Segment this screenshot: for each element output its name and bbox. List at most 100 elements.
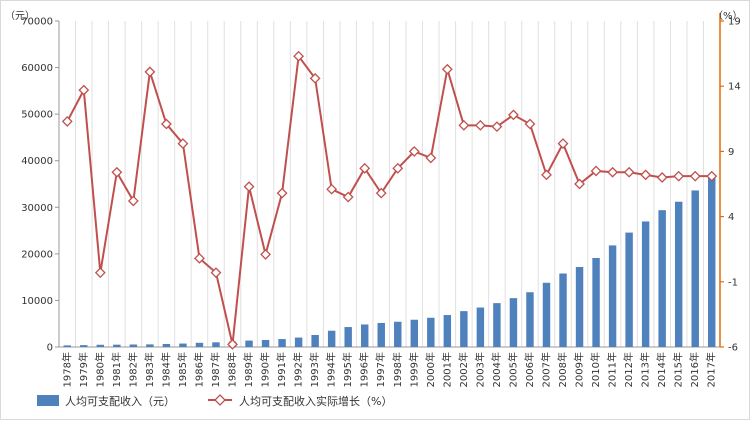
legend-line-marker xyxy=(214,394,226,406)
bar xyxy=(96,344,105,347)
x-tick-label: 1988年 xyxy=(226,352,239,387)
bar xyxy=(80,345,88,347)
growth-point xyxy=(177,138,189,149)
bar xyxy=(394,321,402,347)
x-tick-label: 2012年 xyxy=(622,352,635,387)
grid-layer xyxy=(58,21,721,347)
bar xyxy=(708,177,716,347)
growth-point xyxy=(706,170,718,182)
bar xyxy=(559,273,567,347)
growth-point xyxy=(574,178,585,190)
x-tick-label: 1994年 xyxy=(325,352,338,387)
left-tick-label: 50000 xyxy=(21,110,53,121)
legend-bar-label: 人均可支配收入（元） xyxy=(65,394,175,408)
x-tick-label: 2010年 xyxy=(589,352,602,387)
bar xyxy=(410,319,419,347)
x-tick-label: 1989年 xyxy=(242,352,255,387)
bar xyxy=(542,282,551,347)
x-tick-label: 1979年 xyxy=(77,352,90,387)
x-tick-label: 1993年 xyxy=(308,352,321,387)
bar xyxy=(360,324,369,347)
growth-point xyxy=(260,248,271,260)
growth-point xyxy=(276,187,288,199)
right-tick-label: 14 xyxy=(728,82,741,93)
bar xyxy=(493,303,501,347)
growth-point xyxy=(640,169,652,181)
x-tick-label: 1987年 xyxy=(209,352,222,387)
growth-point xyxy=(78,84,90,96)
growth-point xyxy=(623,166,635,178)
growth-point xyxy=(689,170,701,182)
x-tick-label: 2006年 xyxy=(523,352,536,387)
bar xyxy=(344,327,352,347)
growth-point xyxy=(293,50,305,62)
bar xyxy=(327,330,336,347)
x-tick-label: 2002年 xyxy=(457,352,470,387)
right-axis-unit: （%） xyxy=(713,10,743,22)
bar xyxy=(129,344,138,347)
bar xyxy=(195,342,204,347)
bar xyxy=(63,345,71,347)
growth-point xyxy=(144,66,156,78)
growth-point xyxy=(111,166,123,178)
x-tick-label: 1981年 xyxy=(110,352,123,387)
bar xyxy=(212,342,220,347)
x-tick-label: 2007年 xyxy=(539,352,552,387)
left-tick-label: 30000 xyxy=(21,203,53,214)
growth-point xyxy=(590,165,602,177)
bar xyxy=(658,210,666,347)
growth-point xyxy=(541,169,552,181)
growth-point xyxy=(210,267,222,279)
bar xyxy=(476,307,485,347)
growth-point xyxy=(458,119,470,131)
right-tick-label: -6 xyxy=(728,343,738,354)
growth-point xyxy=(375,187,387,199)
growth-point xyxy=(491,121,503,133)
bar xyxy=(443,315,452,347)
x-tick-label: 2014年 xyxy=(655,352,668,387)
growth-point xyxy=(425,152,437,164)
x-tick-label: 2016年 xyxy=(688,352,701,387)
x-tick-label: 2004年 xyxy=(490,352,503,387)
x-tick-label: 1990年 xyxy=(259,352,272,387)
x-tick-label: 2013年 xyxy=(639,352,652,387)
x-tick-label: 1996年 xyxy=(358,352,371,387)
bar xyxy=(625,232,633,347)
bar xyxy=(592,258,600,347)
x-tick-label: 1992年 xyxy=(292,352,305,387)
growth-point xyxy=(194,252,205,264)
x-tick-label: 2008年 xyxy=(556,352,569,387)
x-tick-label: 1982年 xyxy=(126,352,139,387)
bar xyxy=(608,245,617,347)
growth-point xyxy=(607,166,619,178)
x-tick-label: 1983年 xyxy=(143,352,156,387)
growth-point xyxy=(508,109,519,121)
bar xyxy=(311,334,319,347)
growth-point xyxy=(656,172,668,183)
x-tick-label: 2005年 xyxy=(506,352,519,387)
bar xyxy=(460,311,468,347)
growth-point xyxy=(392,162,404,174)
bar xyxy=(526,292,534,347)
bar xyxy=(245,340,253,347)
bar xyxy=(691,190,699,347)
right-tick-label: 4 xyxy=(728,212,734,223)
growth-point xyxy=(359,162,371,174)
legend-bar-swatch xyxy=(37,395,59,406)
x-tick-label: 1998年 xyxy=(391,352,404,387)
right-tick-label: 9 xyxy=(728,147,734,158)
x-tick-label: 2011年 xyxy=(606,352,619,387)
x-tick-label: 1986年 xyxy=(192,352,205,387)
left-tick-label: 70000 xyxy=(21,17,53,28)
left-tick-label: 40000 xyxy=(21,156,53,167)
growth-point xyxy=(94,267,106,279)
bar xyxy=(278,339,286,347)
x-tick-label: 1985年 xyxy=(176,352,189,387)
growth-point xyxy=(127,195,139,207)
growth-point xyxy=(326,183,338,195)
x-tick-label: 2003年 xyxy=(473,352,486,387)
bar xyxy=(575,267,584,347)
growth-point xyxy=(342,191,354,203)
x-tick-label: 1984年 xyxy=(159,352,172,387)
